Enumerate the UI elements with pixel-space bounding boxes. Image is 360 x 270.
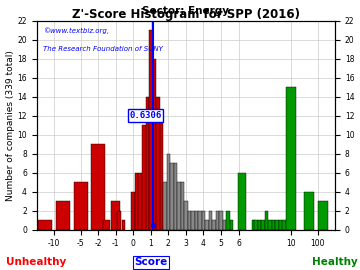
- Text: ©www.textbiz.org,: ©www.textbiz.org,: [42, 27, 109, 34]
- Bar: [269, 220, 272, 230]
- Bar: [142, 125, 145, 230]
- Bar: [195, 211, 198, 229]
- Bar: [252, 220, 255, 230]
- Bar: [318, 201, 328, 230]
- Y-axis label: Number of companies (339 total): Number of companies (339 total): [5, 50, 14, 201]
- Bar: [261, 220, 265, 230]
- Bar: [56, 201, 70, 230]
- Bar: [209, 211, 212, 229]
- Text: Sector: Energy: Sector: Energy: [143, 5, 229, 16]
- Bar: [198, 211, 202, 229]
- Bar: [174, 163, 177, 230]
- Bar: [275, 220, 279, 230]
- Bar: [170, 163, 174, 230]
- Bar: [272, 220, 275, 230]
- Bar: [202, 211, 205, 229]
- Bar: [188, 211, 191, 229]
- Bar: [156, 97, 159, 230]
- Bar: [167, 154, 170, 230]
- Bar: [223, 220, 226, 230]
- Bar: [73, 182, 87, 230]
- Bar: [238, 173, 247, 230]
- Bar: [212, 220, 216, 230]
- Bar: [265, 211, 269, 229]
- Bar: [122, 220, 125, 230]
- Bar: [191, 211, 195, 229]
- Bar: [159, 116, 163, 230]
- Bar: [117, 211, 121, 229]
- Bar: [286, 87, 297, 229]
- Bar: [258, 220, 261, 230]
- Text: Unhealthy: Unhealthy: [6, 257, 66, 267]
- Bar: [153, 59, 156, 230]
- Bar: [184, 201, 188, 230]
- Text: The Research Foundation of SUNY: The Research Foundation of SUNY: [42, 46, 162, 52]
- Text: Score: Score: [135, 257, 168, 267]
- Bar: [230, 220, 233, 230]
- Bar: [145, 97, 149, 230]
- Bar: [255, 220, 258, 230]
- Bar: [139, 173, 142, 230]
- Bar: [135, 173, 139, 230]
- Bar: [163, 182, 167, 230]
- Bar: [177, 182, 181, 230]
- Bar: [91, 144, 105, 230]
- Bar: [216, 211, 219, 229]
- Text: Healthy: Healthy: [312, 257, 358, 267]
- Title: Z'-Score Histogram for SPP (2016): Z'-Score Histogram for SPP (2016): [72, 8, 300, 21]
- Bar: [181, 182, 184, 230]
- Bar: [303, 191, 314, 230]
- Bar: [226, 211, 230, 229]
- Bar: [205, 220, 209, 230]
- Bar: [39, 220, 53, 230]
- Bar: [283, 220, 286, 230]
- Text: 0.6306: 0.6306: [129, 111, 162, 120]
- Bar: [131, 191, 135, 230]
- Bar: [279, 220, 283, 230]
- Bar: [219, 211, 223, 229]
- Bar: [111, 201, 120, 230]
- Bar: [103, 220, 111, 230]
- Bar: [149, 30, 153, 230]
